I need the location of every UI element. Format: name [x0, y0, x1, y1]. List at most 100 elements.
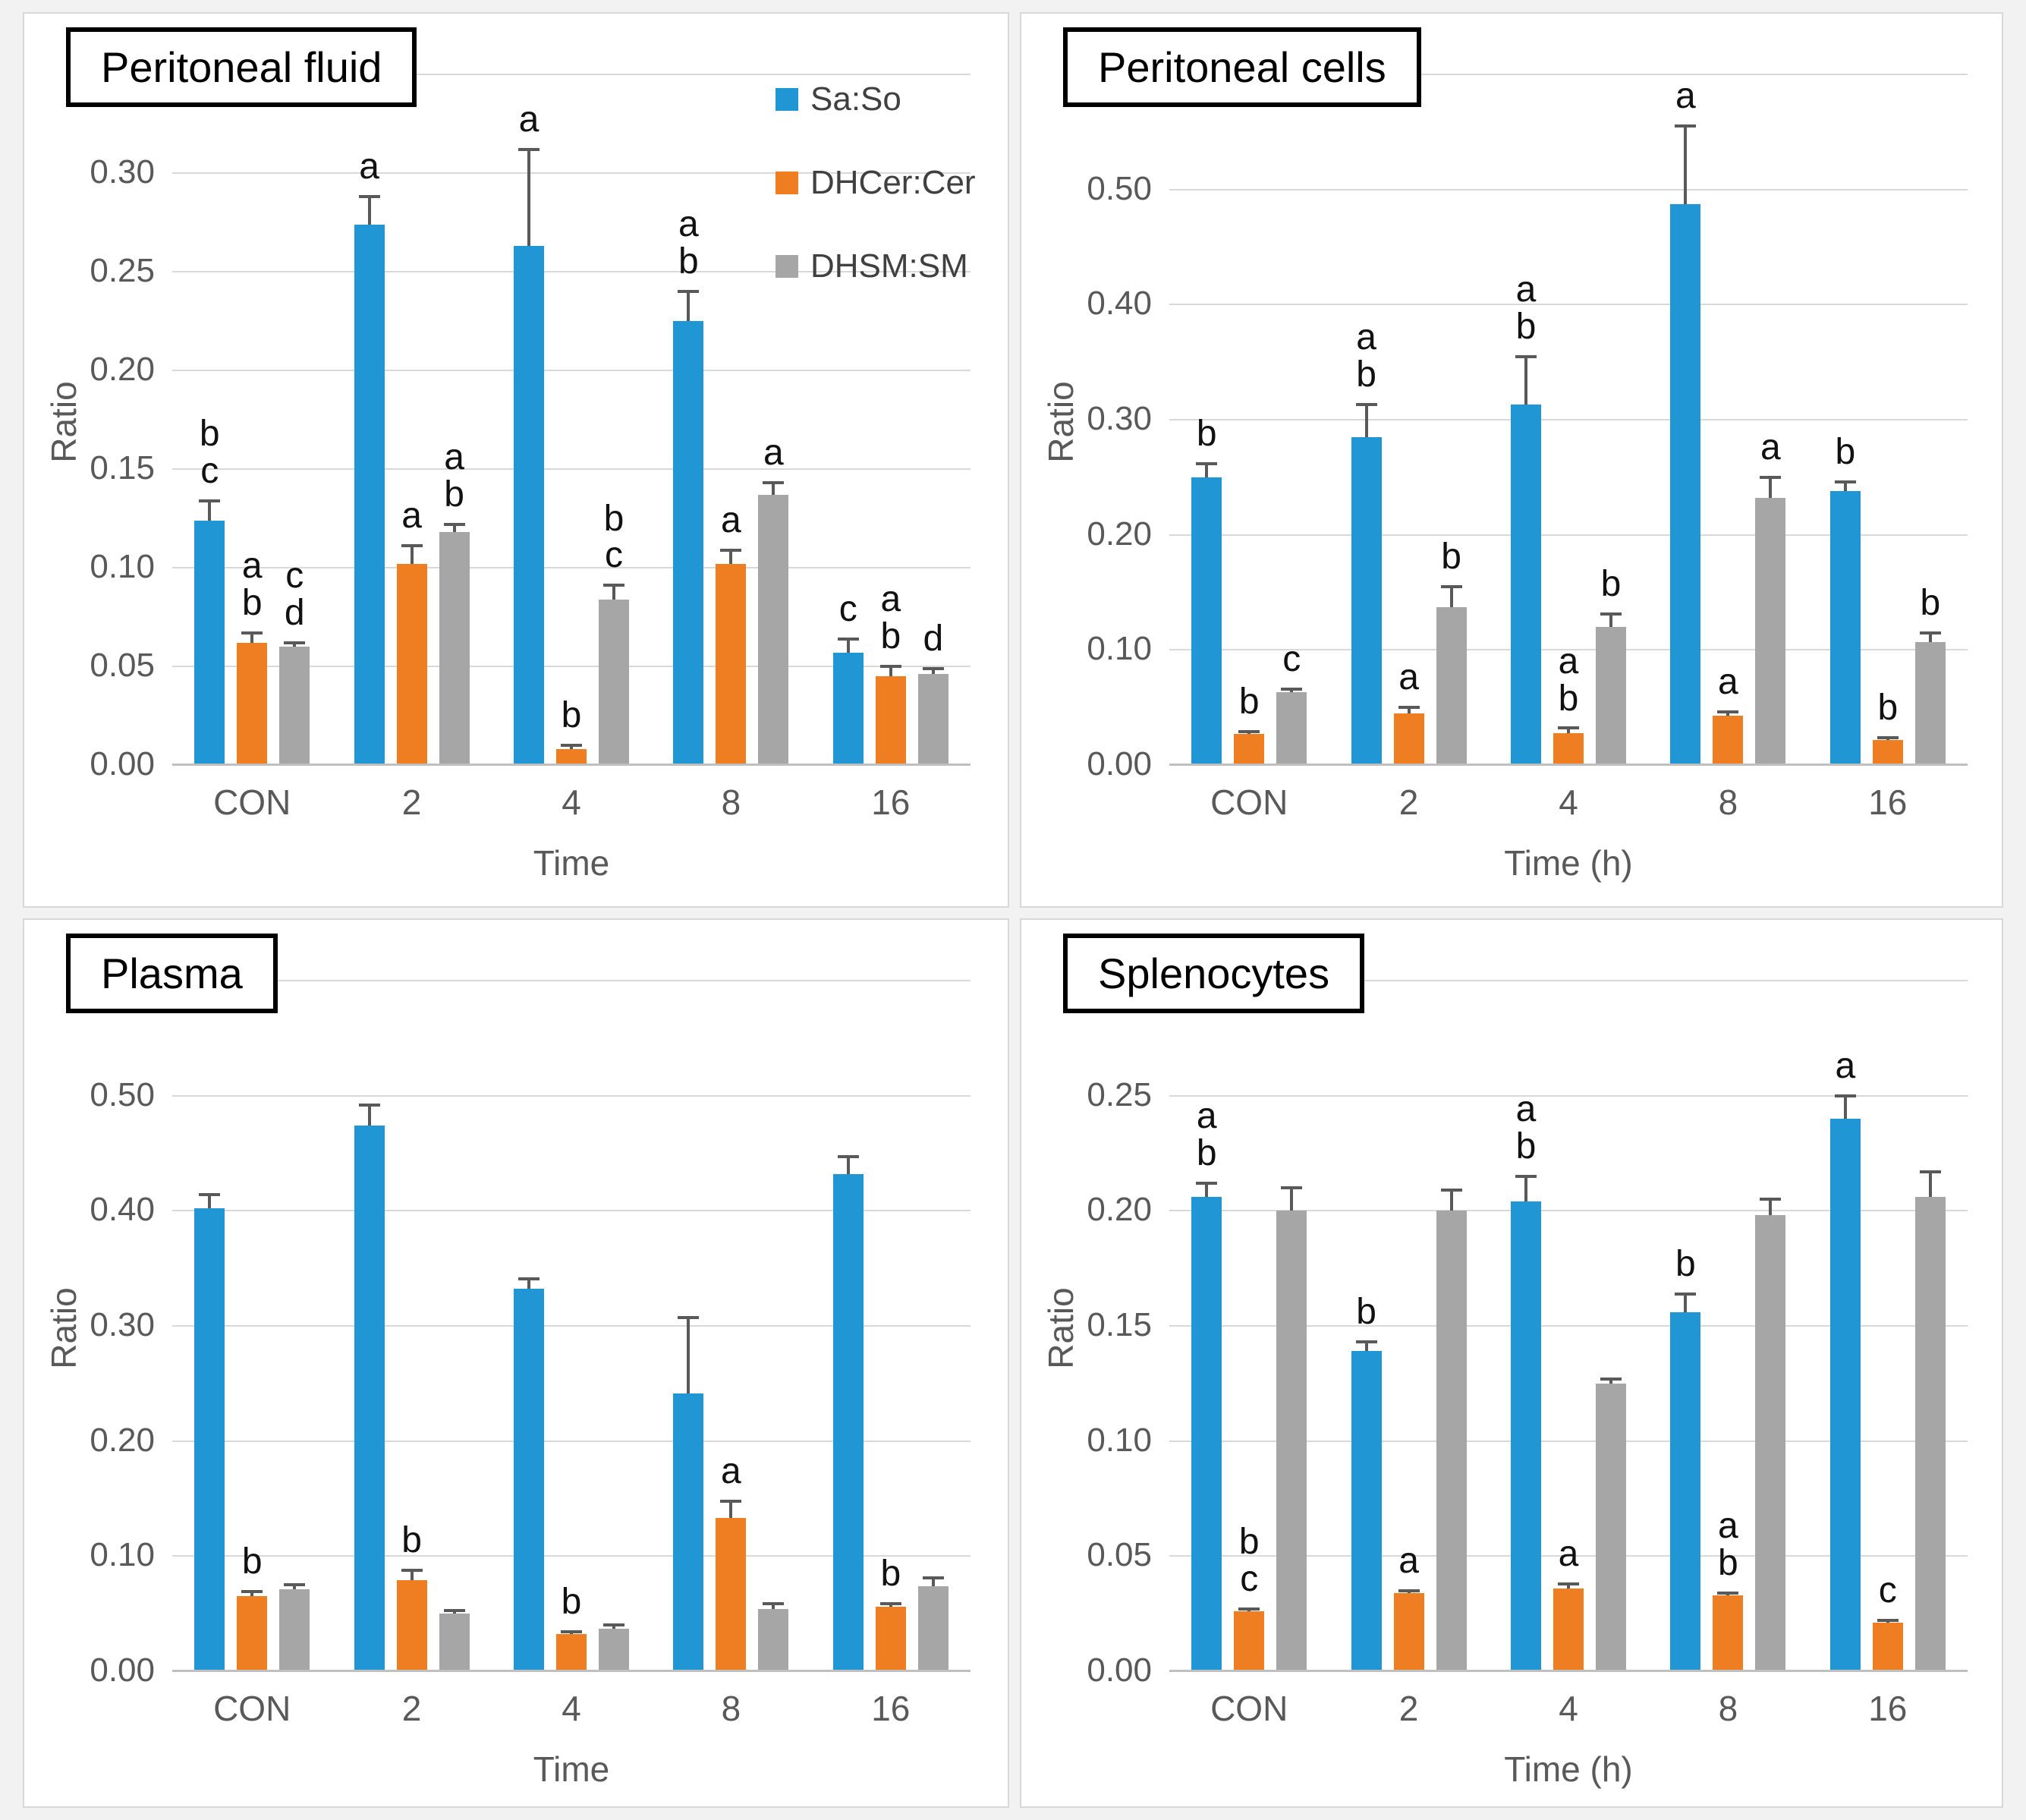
- error-bar: [1843, 1095, 1847, 1119]
- gridline: [1169, 1555, 1968, 1557]
- bar-dhsm-sm: [1914, 641, 1946, 765]
- error-bar: [1364, 405, 1368, 437]
- error-bar: [687, 1318, 691, 1394]
- y-axis-tick-label: 0.40: [90, 1191, 155, 1229]
- bar-sa-so: [514, 246, 544, 765]
- error-bar-cap: [1834, 480, 1856, 483]
- x-axis-tick-label: 2: [401, 1689, 422, 1728]
- significance-letters: b: [241, 1541, 263, 1582]
- significance-letters: b: [1238, 682, 1260, 723]
- significance-letters: a: [721, 1450, 741, 1491]
- error-bar: [452, 1610, 456, 1614]
- error-bar: [931, 668, 935, 675]
- panel-splenocytes: Splenocytes a b b c CON b a 2 a b a 4 b a b 8 a c 16 Time (…: [1020, 918, 2003, 1808]
- error-bar-cap: [1558, 726, 1579, 730]
- error-bar-cap: [678, 1316, 700, 1320]
- gridline: [1169, 649, 1968, 651]
- error-bar-cap: [1398, 1589, 1420, 1592]
- error-bar: [772, 1603, 775, 1610]
- gridline: [172, 1210, 971, 1212]
- x-axis-tick-label: 8: [721, 782, 741, 822]
- panel-title-splenocytes: Splenocytes: [1063, 934, 1365, 1013]
- error-bar-cap: [358, 1103, 380, 1107]
- significance-letters: b: [1835, 431, 1856, 472]
- bar-dhsm-sm: [1436, 607, 1467, 765]
- y-axis-tick-label: 0.30: [1087, 400, 1152, 437]
- error-bar-cap: [1355, 1340, 1377, 1344]
- error-bar-cap: [1600, 612, 1622, 616]
- error-bar: [1928, 632, 1932, 642]
- error-bar-cap: [678, 290, 700, 293]
- significance-letters: a: [1675, 76, 1696, 117]
- y-axis-tick-label: 0.05: [90, 647, 155, 684]
- bar-sa-so: [1191, 477, 1222, 765]
- bar-sa-so: [673, 321, 704, 765]
- error-bar-cap: [1760, 1198, 1782, 1201]
- error-bar: [1364, 1342, 1368, 1352]
- bar-dhsm-sm: [279, 1589, 310, 1671]
- legend: Sa:So DHCer:Cer DHSM:SM: [775, 80, 976, 331]
- bar-dhsm-sm: [1436, 1211, 1467, 1671]
- error-bar: [1449, 586, 1453, 608]
- panel-peritoneal-cells: Peritoneal cells b b c CON a b a b 2 a b a b b 4 a a a 8 b b…: [1020, 12, 2003, 908]
- error-bar-cap: [1281, 687, 1303, 691]
- error-bar-cap: [1440, 1189, 1462, 1192]
- significance-letters: a: [1398, 1540, 1419, 1581]
- bar-sa-so: [514, 1289, 544, 1671]
- x-axis-tick-label: 2: [1398, 1689, 1419, 1728]
- error-bar: [250, 632, 254, 643]
- error-bar-cap: [1281, 1186, 1303, 1189]
- y-axis-tick-label: 0.30: [90, 153, 155, 191]
- error-bar: [367, 197, 371, 225]
- x-axis-title: Time (h): [1504, 1749, 1633, 1789]
- error-bar-cap: [1355, 403, 1377, 407]
- error-bar-cap: [1558, 1582, 1579, 1585]
- error-bar: [1609, 1378, 1612, 1384]
- error-bar-cap: [443, 1608, 465, 1612]
- error-bar: [1524, 356, 1527, 405]
- significance-letters: a: [1398, 657, 1419, 698]
- error-bar: [1290, 1188, 1294, 1211]
- error-bar: [250, 1592, 254, 1597]
- bar-dhsm-sm: [1755, 498, 1786, 765]
- significance-letters: a: [1558, 1533, 1579, 1574]
- error-bar: [367, 1104, 371, 1126]
- gridline: [1169, 534, 1968, 536]
- bar-sa-so: [1511, 405, 1541, 765]
- significance-letters: b: [1675, 1243, 1696, 1284]
- legend-swatch-icon: [775, 255, 798, 278]
- gridline: [1169, 304, 1968, 306]
- error-bar-cap: [1515, 354, 1537, 358]
- error-bar-cap: [603, 584, 624, 587]
- error-bar-cap: [879, 665, 901, 668]
- bar-dhsm-sm: [439, 1614, 470, 1671]
- bar-dhsm-sm: [1276, 692, 1307, 765]
- y-axis-tick-label: 0.10: [1087, 1421, 1152, 1459]
- x-axis-tick-label: CON: [213, 782, 291, 822]
- error-bar: [729, 549, 733, 564]
- error-bar: [1205, 463, 1209, 477]
- error-bar-cap: [922, 666, 944, 670]
- error-bar: [208, 500, 212, 521]
- error-bar: [1407, 707, 1411, 713]
- legend-item-dhcer-cer: DHCer:Cer: [775, 164, 976, 202]
- bar-dhsm-sm: [1755, 1215, 1786, 1671]
- x-axis-tick-label: CON: [1210, 782, 1288, 822]
- bar-dhcer-cer: [1553, 1588, 1584, 1671]
- error-bar-cap: [837, 637, 859, 641]
- bar-sa-so: [1351, 436, 1382, 765]
- error-bar: [1928, 1171, 1932, 1198]
- error-bar-cap: [443, 522, 465, 526]
- panel-title-plasma: Plasma: [66, 934, 278, 1013]
- significance-letters: b: [1356, 1292, 1376, 1333]
- bar-sa-so: [1511, 1201, 1541, 1671]
- gridline: [172, 567, 971, 568]
- x-axis-tick-label: 4: [1559, 782, 1578, 822]
- error-bar-cap: [1760, 475, 1782, 479]
- error-bar: [1524, 1176, 1527, 1202]
